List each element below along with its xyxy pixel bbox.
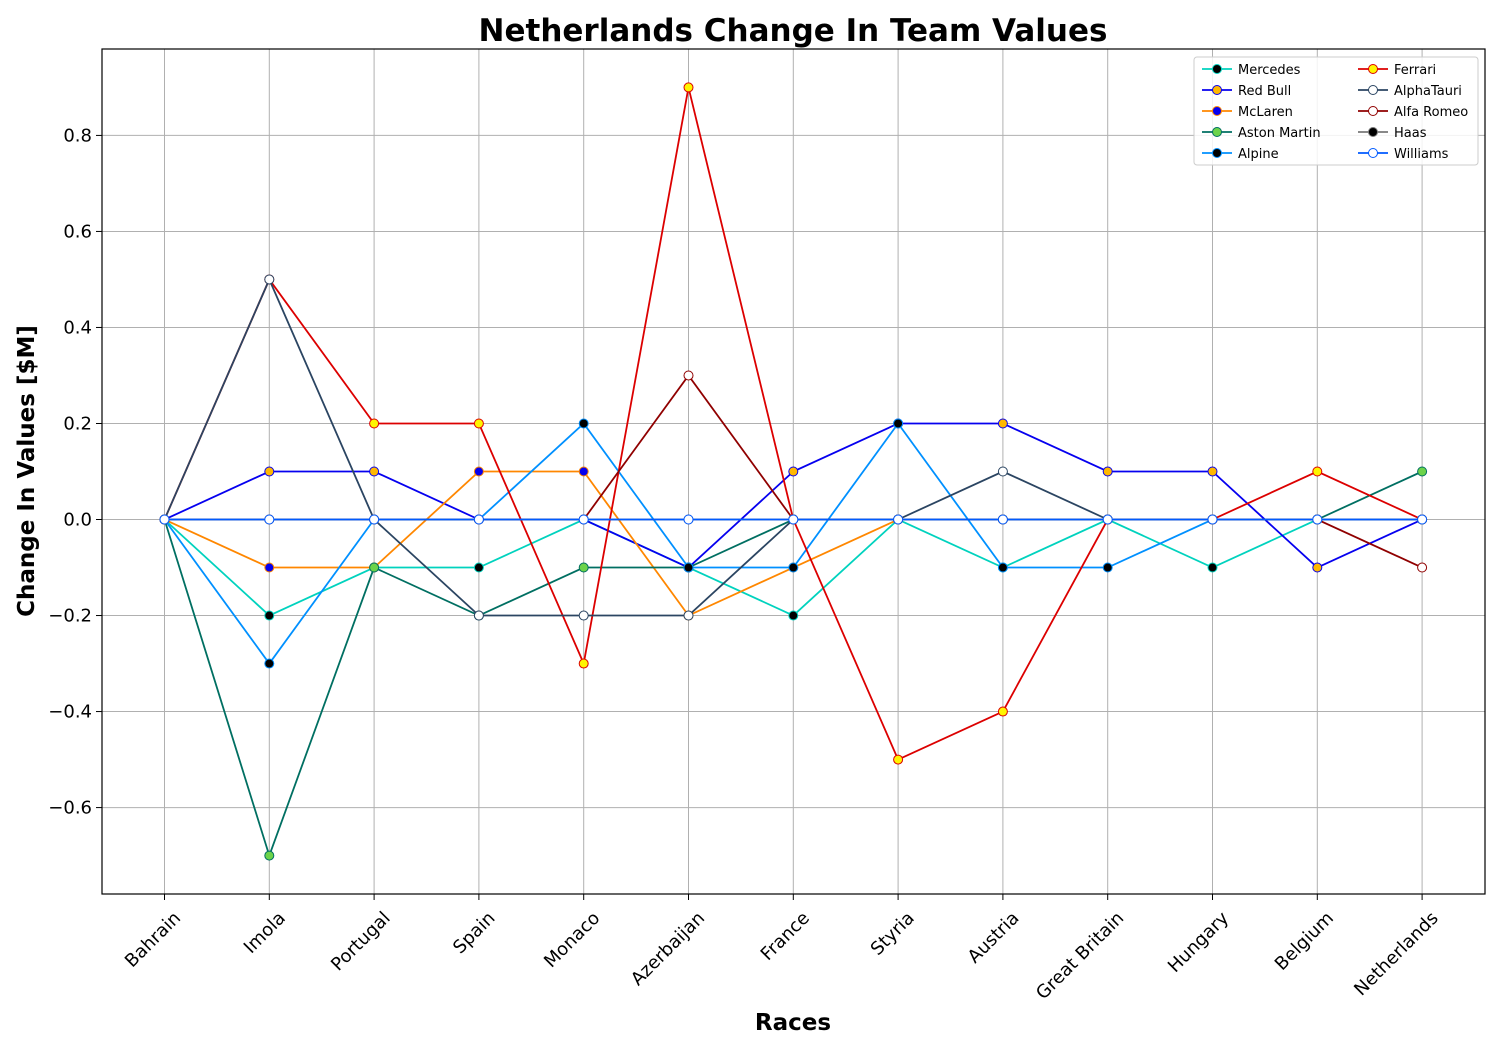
data-point (369, 562, 380, 573)
data-point (369, 466, 380, 477)
data-point (473, 418, 484, 429)
data-point (264, 850, 275, 861)
legend-box (1193, 56, 1479, 166)
data-point (997, 562, 1008, 573)
legend-marker (1212, 85, 1222, 95)
data-point (159, 514, 170, 525)
y-tick-label: 0.4 (63, 317, 92, 338)
data-point (1102, 514, 1113, 525)
legend-entry-label: Mercedes (1238, 63, 1301, 78)
data-point (1102, 562, 1113, 573)
data-point (578, 610, 589, 621)
legend-marker (1212, 148, 1222, 158)
data-point (893, 754, 904, 765)
y-tick-label: 0.2 (63, 413, 92, 434)
data-point (683, 562, 694, 573)
legend-entry-label: Alpine (1238, 147, 1279, 162)
data-point (578, 466, 589, 477)
data-point (473, 610, 484, 621)
legend-marker (1368, 85, 1378, 95)
data-point (1417, 562, 1428, 573)
data-point (683, 82, 694, 93)
legend-entry-label: Haas (1394, 126, 1427, 141)
y-tick-label: −0.6 (48, 798, 92, 819)
data-point (997, 466, 1008, 477)
data-point (1207, 562, 1218, 573)
legend-marker (1368, 148, 1378, 158)
legend-entry-label: Williams (1394, 147, 1449, 162)
data-point (788, 514, 799, 525)
data-point (264, 562, 275, 573)
legend-entry-label: Ferrari (1394, 63, 1436, 78)
data-point (893, 418, 904, 429)
chart-title: Netherlands Change In Team Values (479, 13, 1108, 49)
data-point (264, 514, 275, 525)
data-point (683, 370, 694, 381)
data-point (264, 610, 275, 621)
legend-marker (1212, 64, 1222, 74)
legend-entry-label: Alfa Romeo (1394, 105, 1468, 120)
data-point (1312, 514, 1323, 525)
data-point (473, 466, 484, 477)
data-point (264, 658, 275, 669)
data-point (369, 418, 380, 429)
data-point (997, 514, 1008, 525)
legend: Mercedes Red Bull McLaren Aston Martin Alpin… (1193, 56, 1479, 166)
legend-entry-label: AlphaTauri (1394, 84, 1462, 99)
data-point (264, 274, 275, 285)
legend-marker (1368, 64, 1378, 74)
legend-entry-label: McLaren (1238, 105, 1293, 120)
data-point (788, 610, 799, 621)
data-point (1207, 466, 1218, 477)
data-point (578, 658, 589, 669)
data-point (578, 562, 589, 573)
y-tick-label: 0.8 (63, 125, 92, 146)
data-point (683, 610, 694, 621)
data-point (997, 418, 1008, 429)
legend-marker (1368, 127, 1378, 137)
data-point (1102, 466, 1113, 477)
data-point (1417, 466, 1428, 477)
data-point (473, 562, 484, 573)
y-axis-label: Change In Values [$M] (14, 325, 40, 617)
data-point (1417, 514, 1428, 525)
series-lines (159, 82, 1428, 861)
data-point (788, 466, 799, 477)
y-axis-ticks: −0.6 −0.4 −0.2 0.0 0.2 0.4 0.6 0.8 (48, 125, 102, 819)
data-point (1207, 514, 1218, 525)
data-point (893, 514, 904, 525)
data-point (997, 706, 1008, 717)
y-tick-label: 0.0 (63, 510, 92, 531)
plot-area-frame (101, 48, 1486, 895)
legend-entry-label: Aston Martin (1238, 126, 1321, 141)
data-point (369, 514, 380, 525)
y-tick-label: 0.6 (63, 221, 92, 242)
legend-marker (1368, 106, 1378, 116)
data-point (1312, 466, 1323, 477)
data-point (1312, 562, 1323, 573)
data-point (578, 418, 589, 429)
data-point (683, 514, 694, 525)
x-axis-label: Races (755, 1010, 831, 1036)
data-point (788, 562, 799, 573)
y-tick-label: −0.2 (48, 606, 92, 627)
data-point (473, 514, 484, 525)
series-williams (159, 514, 1428, 525)
y-tick-label: −0.4 (48, 702, 92, 723)
legend-marker (1212, 106, 1222, 116)
data-point (578, 514, 589, 525)
legend-entry-label: Red Bull (1238, 84, 1291, 99)
legend-marker (1212, 127, 1222, 137)
data-point (264, 466, 275, 477)
